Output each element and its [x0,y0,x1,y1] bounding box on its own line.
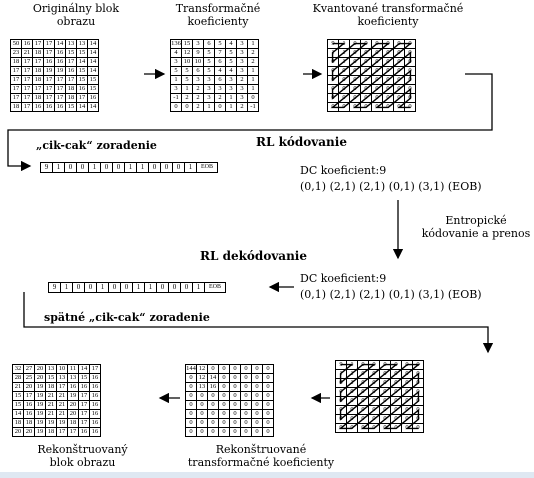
grid-row: 20 20 19 18 17 17 16 16 [12,427,101,437]
dc-coefficient-decoded: DC koeficient:9 [300,272,387,285]
rl-decoded-sequence: 9 1 0 0 1 0 0 1 1 0 0 0 1 EOB [48,282,226,293]
reconstructed-coefficients-grid: 144 12 0 0 0 0 0 0 0 12 14 0 0 0 0 0 0 13 16 0 0 0 0 0 0 0 0 0 0 0 0 0 0… [185,364,274,437]
grid-row: 0 13 16 0 0 0 0 0 [185,382,274,392]
rl-decoding-title: RL dekódovanie [200,249,307,263]
original-block-label: Originálny blok obrazu [32,2,120,28]
transform-coefficients-label: Transformačné koeficienty [175,2,261,28]
quantized-coefficients-label: Kvantované transformačné koeficienty [312,2,464,28]
zigzag-label: „cik-cak“ zoradenie [36,139,157,152]
zigzag-path-overlay [330,42,413,109]
zigzag-path-overlay [338,363,421,430]
grid-cell: 16 [89,427,101,437]
sequence-cell: EOB [196,162,218,173]
transform-coefficients-grid: 136 15 3 6 5 4 3 1 4 12 9 5 7 5 3 2 3 10 10 5 6 5 3 2 5 5 6 5 4 4 3 1 1 5… [170,39,259,112]
grid-row: 28 25 20 15 13 13 15 16 [12,373,101,383]
grid-cell: 0 [262,427,274,437]
grid-row: 18 17 16 16 16 15 14 14 [10,102,99,112]
grid-cell: 14 [87,102,99,112]
grid-row: 144 12 0 0 0 0 0 0 [185,364,274,374]
line-quantized-to-zigzag [7,73,493,172]
dc-coefficient-coded: DC koeficient:9 [300,164,387,177]
sequence-cell: EOB [204,282,226,293]
grid-row: 17 17 18 19 19 16 15 14 [10,66,99,76]
reconstructed-block-grid: 32 27 20 13 10 11 14 17 28 25 20 15 13 13 15 16 21 20 19 18… [12,364,101,437]
rl-coding-title: RL kódovanie [256,135,347,149]
reconstructed-coefficients-label: Rekonštruované transformačné koeficienty [187,443,335,469]
sequence-row: 9 1 0 0 1 0 0 1 1 0 0 0 1 EOB [40,162,218,173]
zigzag-line [338,363,421,430]
grid-row: 0 0 2 1 0 1 2 -1 [170,102,259,112]
entropy-coding-label: Entropické kódovanie a prenos [421,214,531,240]
line-decoded-to-grid [23,292,494,354]
run-length-pairs-decoded: (0,1) (2,1) (2,1) (0,1) (3,1) (EOB) [300,288,482,301]
grid-row: 21 20 19 18 17 16 16 16 [12,382,101,392]
original-block-grid: 50 16 17 17 14 13 13 14 23 21 18 17 16 15 15 14 18 17 17 16… [10,39,99,112]
sequence-row: 9 1 0 0 1 0 0 1 1 0 0 0 1 EOB [48,282,226,293]
bottom-bar [0,472,534,478]
reverse-zigzag-label: spätné „cik-cak“ zoradenie [44,311,210,324]
grid-row: 17 17 18 17 17 18 17 16 [10,93,99,103]
grid-row: 14 16 19 21 21 20 17 16 [12,409,101,419]
zigzag-sequence: 9 1 0 0 1 0 0 1 1 0 0 0 1 EOB [40,162,218,173]
grid-row: 4 12 9 5 7 5 3 2 [170,48,259,58]
grid-cell: -1 [247,102,259,112]
zigzag-line [330,42,413,109]
grid-row: 15 16 19 21 21 20 17 16 [12,400,101,410]
reconstructed-block-label: Rekonštruovaný blok obrazu [37,443,128,469]
run-length-pairs-coded: (0,1) (2,1) (2,1) (0,1) (3,1) (EOB) [300,180,482,193]
